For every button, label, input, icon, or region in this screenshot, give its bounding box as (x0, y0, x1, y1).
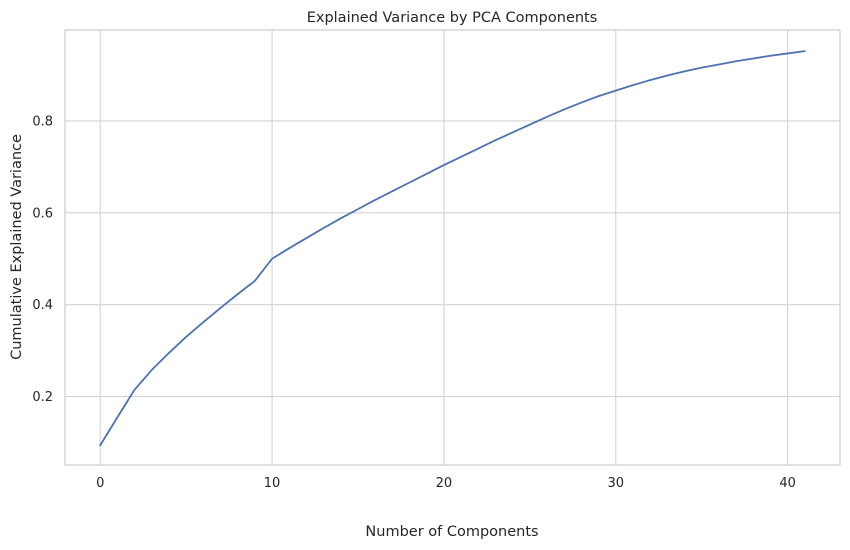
y-tick-label: 0.2 (32, 390, 53, 405)
y-tick-labels: 0.2 0.4 0.6 0.8 (32, 114, 53, 405)
x-tick-label: 30 (607, 476, 624, 491)
x-tick-label: 10 (264, 476, 281, 491)
x-tick-labels: 0 10 20 30 40 (96, 476, 796, 491)
y-tick-label: 0.8 (32, 114, 53, 129)
chart-title: Explained Variance by PCA Components (307, 10, 598, 26)
y-tick-label: 0.6 (32, 206, 53, 221)
series-line (99, 50, 806, 447)
y-axis-label: Cumulative Explained Variance (9, 134, 25, 360)
grid (65, 30, 840, 465)
x-axis-label: Number of Components (365, 524, 538, 540)
plot-area (64, 29, 841, 466)
x-tick-label: 40 (779, 476, 796, 491)
x-tick-label: 0 (96, 476, 104, 491)
series-layer (99, 50, 806, 447)
x-tick-label: 20 (436, 476, 453, 491)
y-tick-label: 0.4 (32, 298, 53, 313)
